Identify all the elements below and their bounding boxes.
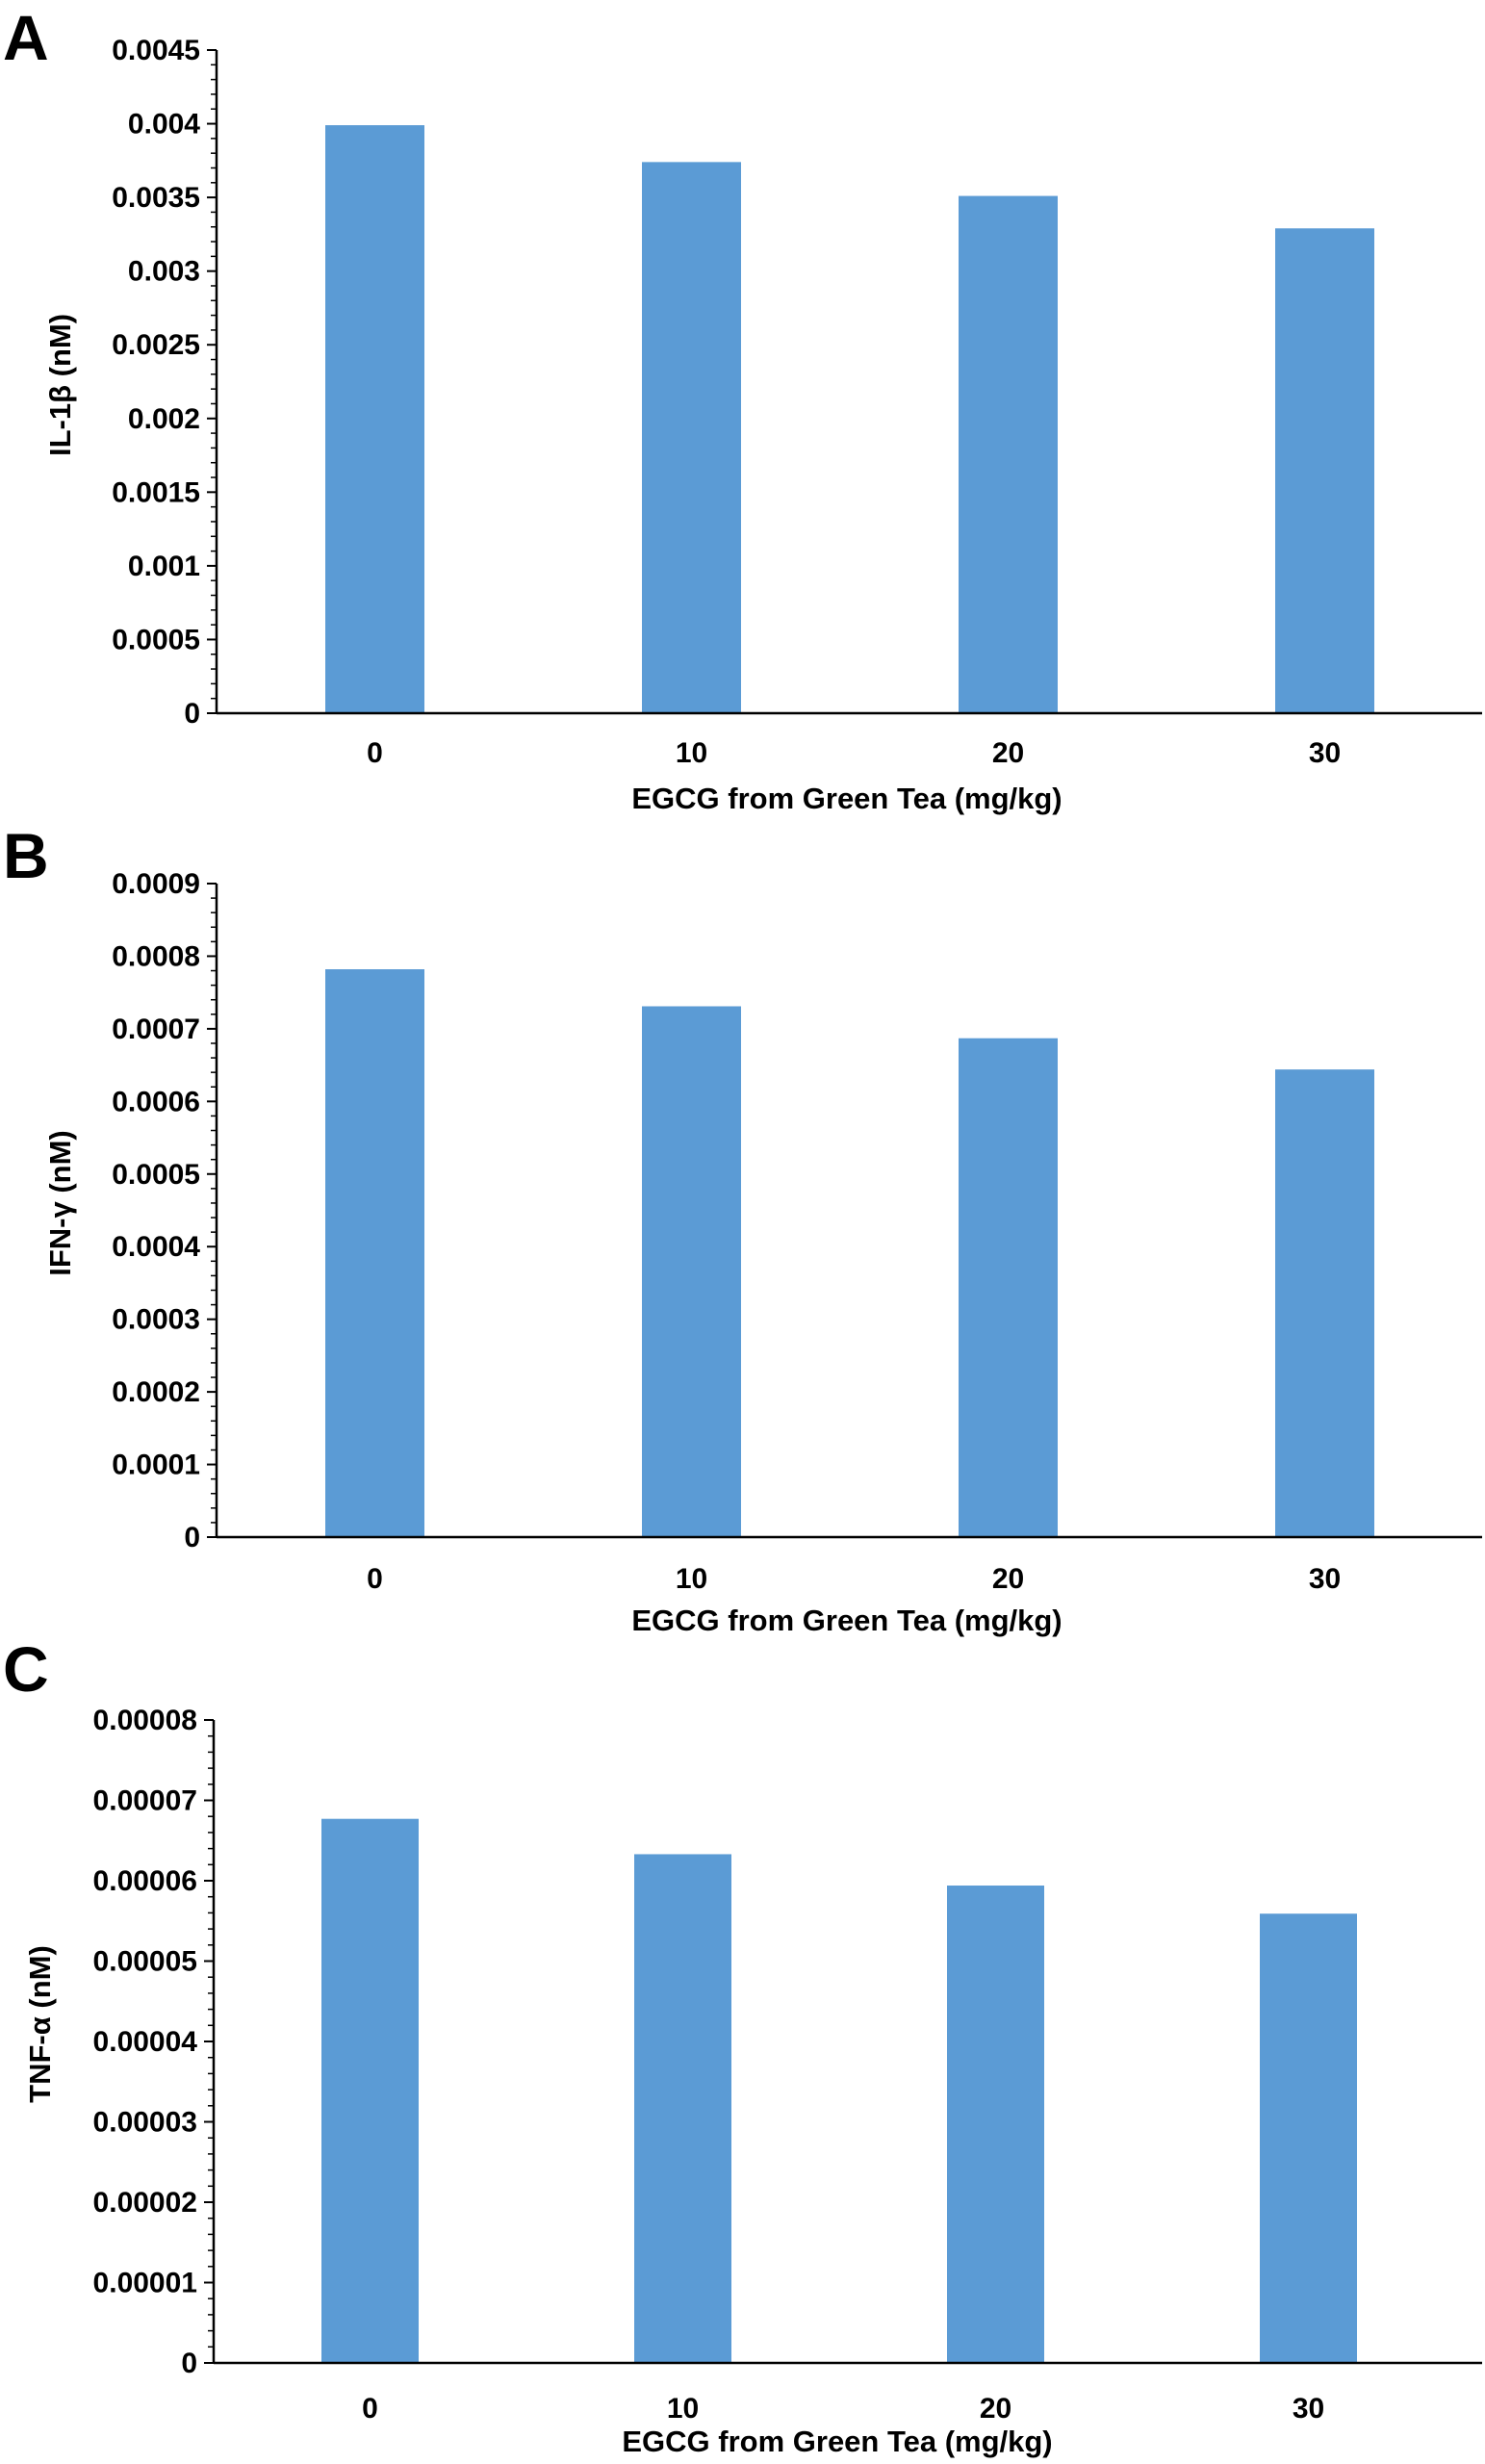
panel-b-y-tick-label: 0.0007 xyxy=(112,1014,200,1045)
panel-c-x-tick-label: 10 xyxy=(667,2393,699,2425)
panel-b-y-tick-label: 0.0009 xyxy=(112,868,200,900)
panel-a-y-tick-label: 0.0025 xyxy=(112,329,200,361)
panel-a-y-tick-label: 0 xyxy=(184,698,200,730)
panel-a-bar-10 xyxy=(642,162,741,713)
panel-c-y-axis-title: TNF-α (nM) xyxy=(23,1945,57,2103)
panel-c-y-tick-label: 0.00005 xyxy=(93,1946,197,1978)
panel-a-y-tick-label: 0.003 xyxy=(128,256,200,288)
panel-b-y-tick-label: 0.0005 xyxy=(112,1159,200,1191)
panel-b-bar-0 xyxy=(325,969,424,1537)
panel-b: B 0 10 20 30 0 0.0001 0.0002 0.0003 0.0004 0.0005… xyxy=(3,820,1482,1637)
panel-a-y-tick-label: 0.0015 xyxy=(112,476,200,508)
panel-b-x-tick-label: 10 xyxy=(676,1563,707,1595)
panel-c-plot-area: 0 10 20 30 0 0.00001 0.00002 0.00003 0.00004 0.00… xyxy=(93,1705,1482,2425)
panel-b-plot-area: 0 10 20 30 0 0.0001 0.0002 0.0003 0.0004 0.0005 0.… xyxy=(112,868,1482,1595)
panel-c-y-tick-label: 0.00001 xyxy=(93,2268,197,2299)
panel-c-bar-10 xyxy=(634,1854,731,2363)
panel-c-letter: C xyxy=(3,1633,49,1705)
panel-a-y-tick-label: 0.001 xyxy=(128,551,200,582)
panel-a-y-tick-label: 0.002 xyxy=(128,403,200,435)
panel-c-x-tick-label: 0 xyxy=(362,2393,378,2425)
panel-a-bar-0 xyxy=(325,125,424,713)
panel-c-bar-20 xyxy=(947,1886,1044,2363)
panel-a-y-axis-title: IL-1β (nM) xyxy=(43,314,77,456)
panel-b-bar-10 xyxy=(642,1006,741,1537)
panel-c-y-tick-label: 0.00006 xyxy=(93,1865,197,1897)
panel-a-letter: A xyxy=(3,2,49,73)
panel-a-y-tick-label: 0.0045 xyxy=(112,35,200,66)
panel-c-y-tick-label: 0.00007 xyxy=(93,1785,197,1817)
panel-b-x-tick-label: 30 xyxy=(1309,1563,1341,1595)
panel-c-y-tick-label: 0.00004 xyxy=(93,2026,198,2058)
panel-b-x-tick-label: 0 xyxy=(367,1563,383,1595)
panel-b-letter: B xyxy=(3,820,49,891)
panel-a-plot-area: 0 10 20 30 0 0.0005 0.001 0.0015 0.002 0.0025 0.00… xyxy=(112,35,1482,769)
panel-c: C 0 10 20 30 0 0.00001 0.00002 0.00003 0.00004 0.… xyxy=(3,1633,1482,2458)
panel-b-bar-30 xyxy=(1275,1069,1374,1537)
panel-c-x-axis-title: EGCG from Green Tea (mg/kg) xyxy=(622,2425,1052,2458)
panel-a-bar-20 xyxy=(959,195,1058,713)
panel-a-bar-30 xyxy=(1275,228,1374,713)
panel-b-y-tick-label: 0.0004 xyxy=(112,1231,200,1263)
panel-b-y-tick-label: 0.0001 xyxy=(112,1450,200,1481)
panel-b-bar-20 xyxy=(959,1038,1058,1537)
panel-b-y-tick-label: 0.0002 xyxy=(112,1376,200,1408)
panel-b-y-tick-label: 0.0003 xyxy=(112,1304,200,1336)
panel-c-x-tick-label: 20 xyxy=(980,2393,1011,2425)
panel-b-x-axis-title: EGCG from Green Tea (mg/kg) xyxy=(631,1604,1062,1637)
panel-b-y-axis-title: IFN-γ (nM) xyxy=(43,1130,77,1276)
panel-c-y-tick-label: 0.00008 xyxy=(93,1705,197,1736)
panel-a-y-tick-label: 0.004 xyxy=(128,109,200,141)
panel-a: A 0 10 20 30 0 0.0005 0.001 0.0015 0.002 0.0025 0.… xyxy=(3,2,1482,815)
panel-c-y-tick-label: 0.00003 xyxy=(93,2107,197,2139)
panel-a-x-axis-title: EGCG from Green Tea (mg/kg) xyxy=(631,782,1062,815)
panel-a-x-tick-label: 10 xyxy=(676,737,707,769)
panel-c-y-tick-label: 0.00002 xyxy=(93,2187,197,2219)
panel-a-y-tick-label: 0.0035 xyxy=(112,182,200,214)
panel-a-y-tick-label: 0.0005 xyxy=(112,624,200,655)
panel-b-y-tick-label: 0 xyxy=(184,1522,200,1553)
panel-c-x-tick-label: 30 xyxy=(1293,2393,1324,2425)
panel-c-bar-0 xyxy=(321,1818,419,2363)
panel-a-x-tick-label: 0 xyxy=(367,737,383,769)
panel-c-bar-30 xyxy=(1260,1913,1357,2363)
panel-b-x-tick-label: 20 xyxy=(992,1563,1024,1595)
panel-c-y-tick-label: 0 xyxy=(181,2348,197,2379)
panel-b-y-tick-label: 0.0006 xyxy=(112,1086,200,1117)
panel-b-y-tick-label: 0.0008 xyxy=(112,940,200,972)
panel-a-x-tick-label: 20 xyxy=(992,737,1024,769)
panel-a-x-tick-label: 30 xyxy=(1309,737,1341,769)
